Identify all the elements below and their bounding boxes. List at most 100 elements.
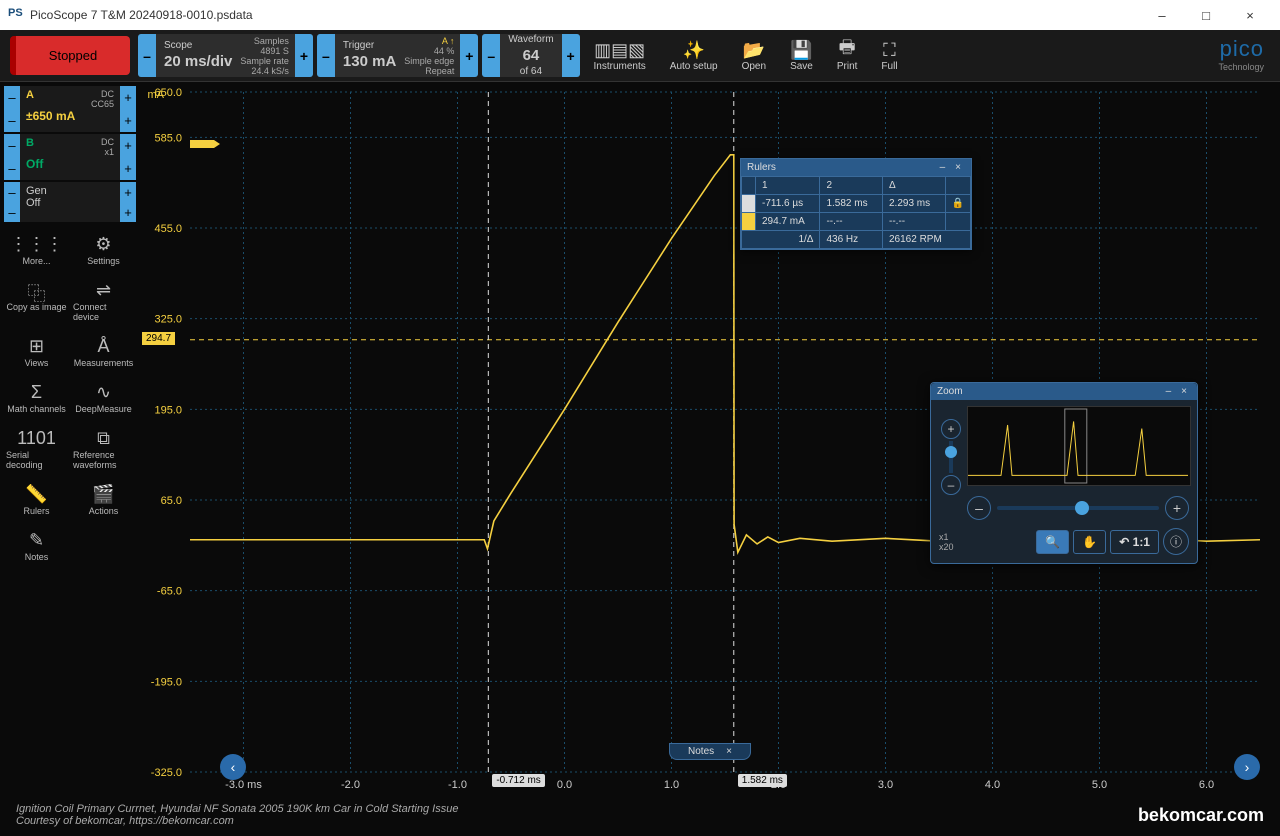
more-icon: ⋮⋮⋮ [10,234,64,256]
gen-inc[interactable]: + [120,182,136,202]
tool-actions[interactable]: 🎬Actions [71,478,136,522]
ch-a-dec2[interactable]: – [4,109,20,132]
open-label: Open [742,61,766,72]
zoom-overview[interactable] [967,406,1191,486]
waveform-prev[interactable]: – [482,34,500,77]
scope-increase[interactable]: + [295,34,313,77]
ch-a-coupling: DC [101,89,114,99]
tool-measurements[interactable]: ÅMeasurements [71,330,136,374]
ch-b-dec2[interactable]: – [4,157,20,180]
measurements-icon: Å [97,336,109,358]
watermark: bekomcar.com [1138,805,1264,826]
channel-a-row[interactable]: –– A DCCC65 ±650 mA ++ [4,86,136,132]
copy-icon: ⿻ [28,280,46,302]
gen-row[interactable]: –– Gen Off ++ [4,182,136,222]
rulers-panel[interactable]: Rulers – × 1 2 Δ -711.6 µs 1.582 ms 2.29… [740,158,972,250]
zoom-reset-button[interactable]: ↶ 1:1 [1110,530,1159,554]
trigger-decrease[interactable]: – [317,34,335,77]
tool-serial[interactable]: 1101Serial decoding [4,422,69,476]
zoom-y-out[interactable]: – [941,475,961,495]
samples-value: 4891 S [240,46,289,56]
rulers-a1: 294.7 mA [756,213,820,231]
maximize-button[interactable]: □ [1184,0,1228,30]
ch-b-dec[interactable]: – [4,134,20,157]
tool-refwave[interactable]: ⧉Reference waveforms [71,422,136,476]
autosetup-button[interactable]: ✨Auto setup [658,30,730,81]
chart-area[interactable]: mA650.0585.0455.0325.0195.065.0-65.0-195… [140,82,1280,802]
nav-right[interactable]: › [1234,754,1260,780]
gen-dec[interactable]: – [4,182,20,202]
rulers-minimize[interactable]: – [934,162,952,173]
run-status-button[interactable]: Stopped [10,36,130,75]
nav-left[interactable]: ‹ [220,754,246,780]
rulers-close[interactable]: × [951,162,965,173]
close-button[interactable]: × [1228,0,1272,30]
zoom-minimize[interactable]: – [1160,386,1178,397]
tool-rulers[interactable]: 📏Rulers [4,478,69,522]
sidebar: –– A DCCC65 ±650 mA ++ –– B DCx1 Off ++ [0,82,140,802]
notes-tab[interactable]: Notes × [669,743,751,760]
tool-notes[interactable]: ✎Notes [4,524,69,568]
ch-a-inc2[interactable]: + [120,109,136,132]
ch-b-inc[interactable]: + [120,134,136,157]
samples-label: Samples [240,36,289,46]
ch-b-inc2[interactable]: + [120,157,136,180]
cursor2-label[interactable]: 1.582 ms [738,774,787,787]
zoom-x-in[interactable]: + [1165,496,1189,520]
refwave-icon: ⧉ [97,428,110,450]
copy-label: Copy as image [6,302,66,312]
scope-decrease[interactable]: – [138,34,156,77]
zoom-close[interactable]: × [1177,386,1191,397]
gen-dec2[interactable]: – [4,202,20,222]
tool-math[interactable]: ΣMath channels [4,376,69,420]
connect-icon: ⇌ [96,280,111,302]
zoom-pan-button[interactable]: ✋ [1073,530,1106,554]
measurements-label: Measurements [74,358,134,368]
print-button[interactable]: 🖶Print [825,30,870,81]
waveform-next[interactable]: + [562,34,580,77]
rulers-col3: Δ [883,177,946,195]
ch-a-inc[interactable]: + [120,86,136,109]
logo-text: pico [1218,36,1264,62]
scope-panel: – Scope 20 ms/div Samples 4891 S Sample … [138,34,313,77]
zoom-x-slider[interactable] [997,506,1159,510]
serial-icon: 1101 [17,428,56,450]
cursor1-label[interactable]: -0.712 ms [492,774,544,787]
notes-icon: ✎ [29,530,44,552]
open-icon: 📂 [743,39,765,61]
instruments-button[interactable]: ▥▤▧Instruments [582,30,658,81]
zoom-search-button[interactable]: 🔍 [1036,530,1069,554]
tool-deep[interactable]: ∿DeepMeasure [71,376,136,420]
y-cursor-label[interactable]: 294.7 [142,332,175,345]
svg-text:0.0: 0.0 [557,779,572,791]
ch-a-dec[interactable]: – [4,86,20,109]
svg-text:65.0: 65.0 [161,495,182,507]
tool-settings[interactable]: ⚙Settings [71,228,136,272]
titlebar: PS PicoScope 7 T&M 20240918-0010.psdata … [0,0,1280,30]
footer-line2: Courtesy of bekomcar, https://bekomcar.c… [16,815,458,827]
full-button[interactable]: ⛶Full [869,30,909,81]
notes-tab-close[interactable]: × [726,746,732,757]
svg-text:3.0: 3.0 [878,779,893,791]
toolbar: Stopped – Scope 20 ms/div Samples 4891 S… [0,30,1280,82]
tool-more[interactable]: ⋮⋮⋮More... [4,228,69,272]
open-button[interactable]: 📂Open [730,30,778,81]
save-button[interactable]: 💾Save [778,30,825,81]
rulers-lock[interactable]: 🔒 [945,195,970,213]
scope-value[interactable]: 20 ms/div [164,52,232,72]
waveform-value[interactable]: 64 [508,46,553,66]
zoom-info-button[interactable]: ⓘ [1163,528,1189,555]
trigger-value[interactable]: 130 mA [343,52,396,72]
minimize-button[interactable]: – [1140,0,1184,30]
tool-views[interactable]: ⊞Views [4,330,69,374]
zoom-x-out[interactable]: – [967,496,991,520]
tool-connect[interactable]: ⇌Connect device [71,274,136,328]
rate-value: 24.4 kS/s [240,66,289,76]
gen-inc2[interactable]: + [120,202,136,222]
zoom-y-in[interactable]: + [941,419,961,439]
channel-b-row[interactable]: –– B DCx1 Off ++ [4,134,136,180]
tool-copy[interactable]: ⿻Copy as image [4,274,69,328]
trigger-increase[interactable]: + [460,34,478,77]
serial-label: Serial decoding [6,450,67,470]
zoom-panel[interactable]: Zoom – × + – – + x1x20 🔍 ✋ [930,382,1198,564]
